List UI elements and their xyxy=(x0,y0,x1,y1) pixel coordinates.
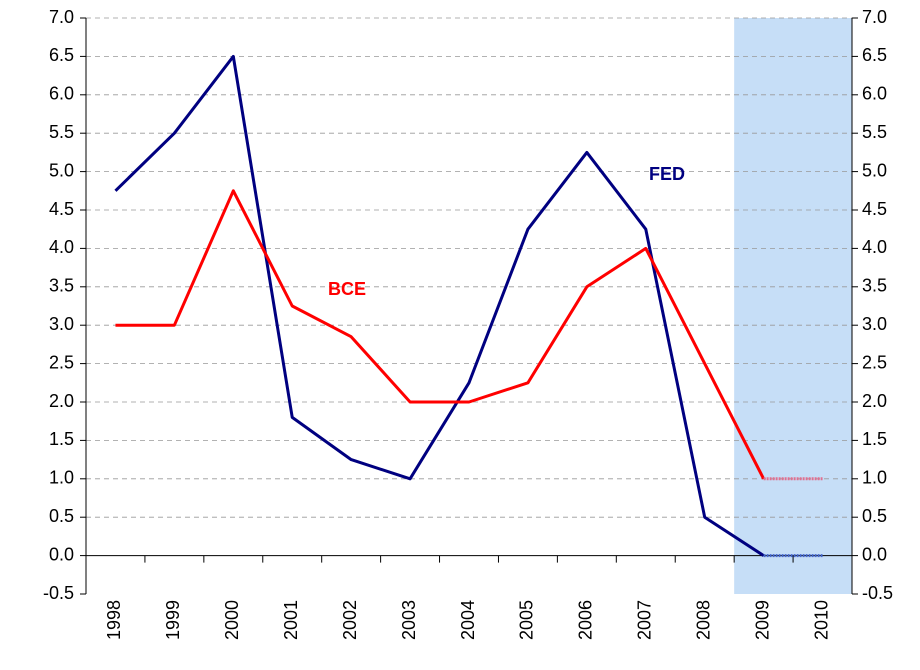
y2-tick-label: 1.0 xyxy=(862,468,887,488)
x-tick-label: 2001 xyxy=(281,600,301,640)
series-label: FED xyxy=(649,164,685,184)
y-tick-label: 1.0 xyxy=(49,468,74,488)
y-tick-label: 5.0 xyxy=(49,160,74,180)
x-tick-label: 2008 xyxy=(693,600,713,640)
series-label: BCE xyxy=(328,279,366,299)
y-tick-label: 0.0 xyxy=(49,544,74,564)
y-tick-label: 7.0 xyxy=(49,7,74,27)
y2-tick-label: 3.0 xyxy=(862,314,887,334)
y-tick-label: 2.0 xyxy=(49,391,74,411)
y2-tick-label: 1.5 xyxy=(862,429,887,449)
x-tick-label: 2009 xyxy=(752,600,772,640)
x-tick-label: 1999 xyxy=(163,600,183,640)
y2-tick-label: 2.5 xyxy=(862,352,887,372)
y2-tick-label: 7.0 xyxy=(862,7,887,27)
y2-tick-label: 4.5 xyxy=(862,199,887,219)
x-tick-label: 2003 xyxy=(399,600,419,640)
y2-tick-label: 3.5 xyxy=(862,276,887,296)
y2-tick-label: 0.5 xyxy=(862,506,887,526)
y-tick-label: 4.0 xyxy=(49,237,74,257)
x-tick-label: 1998 xyxy=(104,600,124,640)
y-tick-label: 0.5 xyxy=(49,506,74,526)
x-tick-label: 2007 xyxy=(635,600,655,640)
y-tick-label: 2.5 xyxy=(49,352,74,372)
y-tick-label: 3.0 xyxy=(49,314,74,334)
y-tick-label: 6.0 xyxy=(49,84,74,104)
y2-tick-label: 5.5 xyxy=(862,122,887,142)
x-tick-label: 2000 xyxy=(222,600,242,640)
x-tick-label: 2010 xyxy=(811,600,831,640)
line-series xyxy=(115,189,765,480)
y-tick-label: 3.5 xyxy=(49,276,74,296)
line-series xyxy=(114,54,765,557)
y-tick-label: 6.5 xyxy=(49,45,74,65)
y-tick-label: 1.5 xyxy=(49,429,74,449)
y2-tick-label: 4.0 xyxy=(862,237,887,257)
y-tick-label: 5.5 xyxy=(49,122,74,142)
y2-tick-label: 6.5 xyxy=(862,45,887,65)
x-tick-label: 2006 xyxy=(576,600,596,640)
x-tick-label: 2002 xyxy=(340,600,360,640)
forecast-region xyxy=(734,18,852,594)
y2-tick-label: 5.0 xyxy=(862,160,887,180)
y-tick-label: -0.5 xyxy=(43,583,74,603)
x-tick-label: 2005 xyxy=(517,600,537,640)
y2-tick-label: 6.0 xyxy=(862,84,887,104)
y2-tick-label: -0.5 xyxy=(862,583,893,603)
y2-tick-label: 2.0 xyxy=(862,391,887,411)
x-tick-label: 2004 xyxy=(458,600,478,640)
y2-tick-label: 0.0 xyxy=(862,544,887,564)
y-tick-label: 4.5 xyxy=(49,199,74,219)
